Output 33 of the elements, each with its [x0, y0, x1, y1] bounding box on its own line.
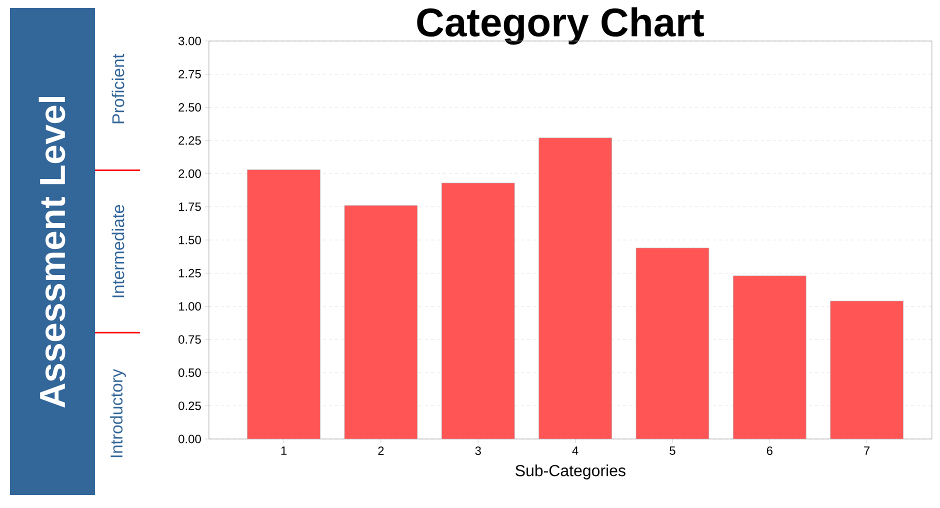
y-tick-label: 0.00	[178, 434, 201, 444]
bar	[442, 182, 515, 439]
bar	[830, 300, 904, 439]
y-tick-label: 0.50	[178, 368, 201, 377]
x-tick-label: 4	[572, 446, 578, 455]
text: Introductory	[110, 368, 126, 458]
x-tick-label: 5	[670, 446, 676, 455]
bar	[344, 206, 418, 439]
text: Proficient	[112, 54, 124, 124]
x-axis-title: Sub-Categories	[516, 464, 626, 480]
chart-title: Category Chart	[417, 7, 704, 45]
x-tick-label: 6	[766, 446, 772, 456]
bar	[733, 276, 806, 439]
y-tick-label: 0.25	[178, 402, 201, 410]
bar	[538, 138, 612, 439]
x-tick-label: 1	[281, 446, 287, 455]
text: Intermediate	[112, 205, 124, 298]
y-tick-label: 0.75	[178, 335, 201, 344]
y-tick-label: 1.50	[178, 236, 201, 244]
y-tick-label: 1.75	[178, 202, 201, 212]
x-tick-label: 3	[475, 446, 481, 456]
x-tick-label: 2	[378, 446, 384, 455]
y-tick-label: 2.00	[178, 169, 201, 178]
x-tick-label: 7	[864, 446, 870, 455]
y-tick-label: 1.00	[178, 302, 201, 311]
y-tick-label: 2.75	[178, 70, 201, 78]
y-axis-title: Assessment Level	[38, 97, 66, 408]
y-tick-label: 1.25	[178, 268, 201, 278]
y-tick-label: 2.25	[178, 136, 201, 145]
y-tick-label: 3.00	[178, 36, 201, 46]
bar	[247, 170, 320, 439]
bar	[636, 248, 709, 439]
y-tick-label: 2.50	[178, 103, 201, 112]
